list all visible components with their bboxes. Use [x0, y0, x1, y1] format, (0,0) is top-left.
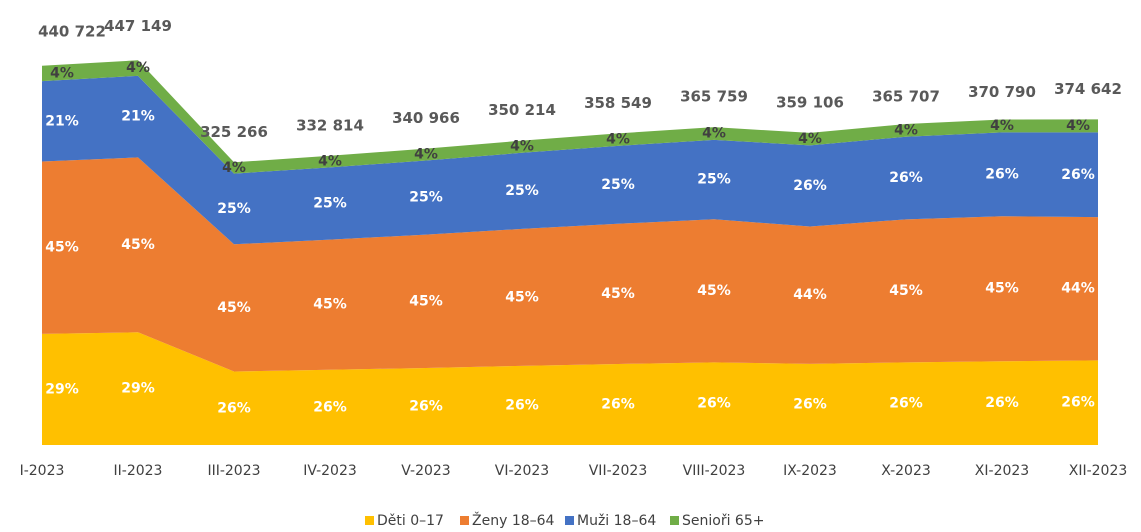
data-label: 44% — [793, 287, 827, 303]
data-label: 26% — [601, 396, 635, 412]
data-label: 4% — [702, 125, 726, 141]
data-label: 26% — [793, 178, 827, 194]
legend-label: Muži 18–64 — [577, 513, 656, 529]
data-label: 26% — [409, 398, 443, 414]
data-label: 4% — [126, 60, 150, 76]
data-label: 21% — [121, 109, 155, 125]
x-tick-label: VII-2023 — [589, 463, 648, 479]
data-label: 29% — [121, 381, 155, 397]
total-label: 340 966 — [392, 109, 460, 127]
x-tick-label: I-2023 — [20, 463, 65, 479]
data-label: 44% — [1061, 281, 1095, 297]
x-tick-label: II-2023 — [114, 463, 163, 479]
x-tick-label: VIII-2023 — [683, 463, 746, 479]
data-label: 26% — [889, 396, 923, 412]
data-label: 26% — [313, 399, 347, 415]
data-label: 4% — [222, 160, 246, 176]
data-label: 4% — [414, 147, 438, 163]
data-label: 26% — [985, 166, 1019, 182]
data-label: 45% — [121, 237, 155, 253]
total-label: 365 707 — [872, 88, 940, 106]
data-label: 26% — [793, 396, 827, 412]
data-label: 45% — [45, 240, 79, 256]
data-label: 26% — [985, 395, 1019, 411]
legend-label: Děti 0–17 — [377, 513, 444, 529]
data-label: 45% — [697, 283, 731, 299]
data-label: 26% — [505, 397, 539, 413]
total-label: 358 549 — [584, 94, 652, 112]
area — [42, 332, 1098, 445]
x-tick-label: XI-2023 — [975, 463, 1029, 479]
data-label: 21% — [45, 113, 79, 129]
data-label: 25% — [409, 190, 443, 206]
x-tick-label: III-2023 — [207, 463, 260, 479]
total-label: 370 790 — [968, 83, 1036, 101]
x-tick-label: VI-2023 — [495, 463, 549, 479]
total-label: 350 214 — [488, 101, 556, 119]
total-label: 325 266 — [200, 123, 268, 141]
data-label: 4% — [1066, 118, 1090, 134]
total-label: 332 814 — [296, 116, 364, 134]
legend-label: Senioři 65+ — [682, 513, 764, 529]
total-label: 447 149 — [104, 17, 172, 35]
data-label: 26% — [1061, 167, 1095, 183]
data-label: 45% — [601, 286, 635, 302]
data-label: 25% — [697, 172, 731, 188]
total-label: 359 106 — [776, 93, 844, 111]
x-tick-label: V-2023 — [401, 463, 450, 479]
data-label: 4% — [50, 65, 74, 81]
data-label: 4% — [990, 118, 1014, 134]
data-label: 25% — [313, 195, 347, 211]
data-label: 26% — [889, 170, 923, 186]
data-label: 4% — [606, 132, 630, 148]
x-tick-label: XII-2023 — [1069, 463, 1128, 479]
data-label: 26% — [1061, 395, 1095, 411]
data-label: 25% — [217, 201, 251, 217]
data-label: 45% — [505, 289, 539, 305]
data-label: 25% — [601, 177, 635, 193]
legend-swatch — [670, 516, 679, 525]
data-label: 4% — [894, 122, 918, 138]
area — [42, 75, 1098, 245]
legend-swatch — [565, 516, 574, 525]
area — [42, 157, 1098, 372]
legend-label: Ženy 18–64 — [472, 511, 555, 529]
x-tick-label: IV-2023 — [303, 463, 357, 479]
total-label: 440 722 — [38, 22, 106, 40]
data-label: 26% — [697, 396, 731, 412]
area — [42, 60, 1098, 174]
data-label: 26% — [217, 400, 251, 416]
data-label: 45% — [889, 283, 923, 299]
data-label: 4% — [798, 131, 822, 147]
legend-swatch — [365, 516, 374, 525]
x-tick-label: X-2023 — [881, 463, 931, 479]
legend-swatch — [460, 516, 469, 525]
data-label: 45% — [217, 300, 251, 316]
data-label: 4% — [318, 154, 342, 170]
data-label: 4% — [510, 139, 534, 155]
data-label: 25% — [505, 183, 539, 199]
data-label: 45% — [985, 281, 1019, 297]
total-label: 365 759 — [680, 88, 748, 106]
data-label: 45% — [313, 297, 347, 313]
data-label: 45% — [409, 293, 443, 309]
total-label: 374 642 — [1054, 80, 1122, 98]
x-tick-label: IX-2023 — [783, 463, 837, 479]
data-label: 29% — [45, 381, 79, 397]
